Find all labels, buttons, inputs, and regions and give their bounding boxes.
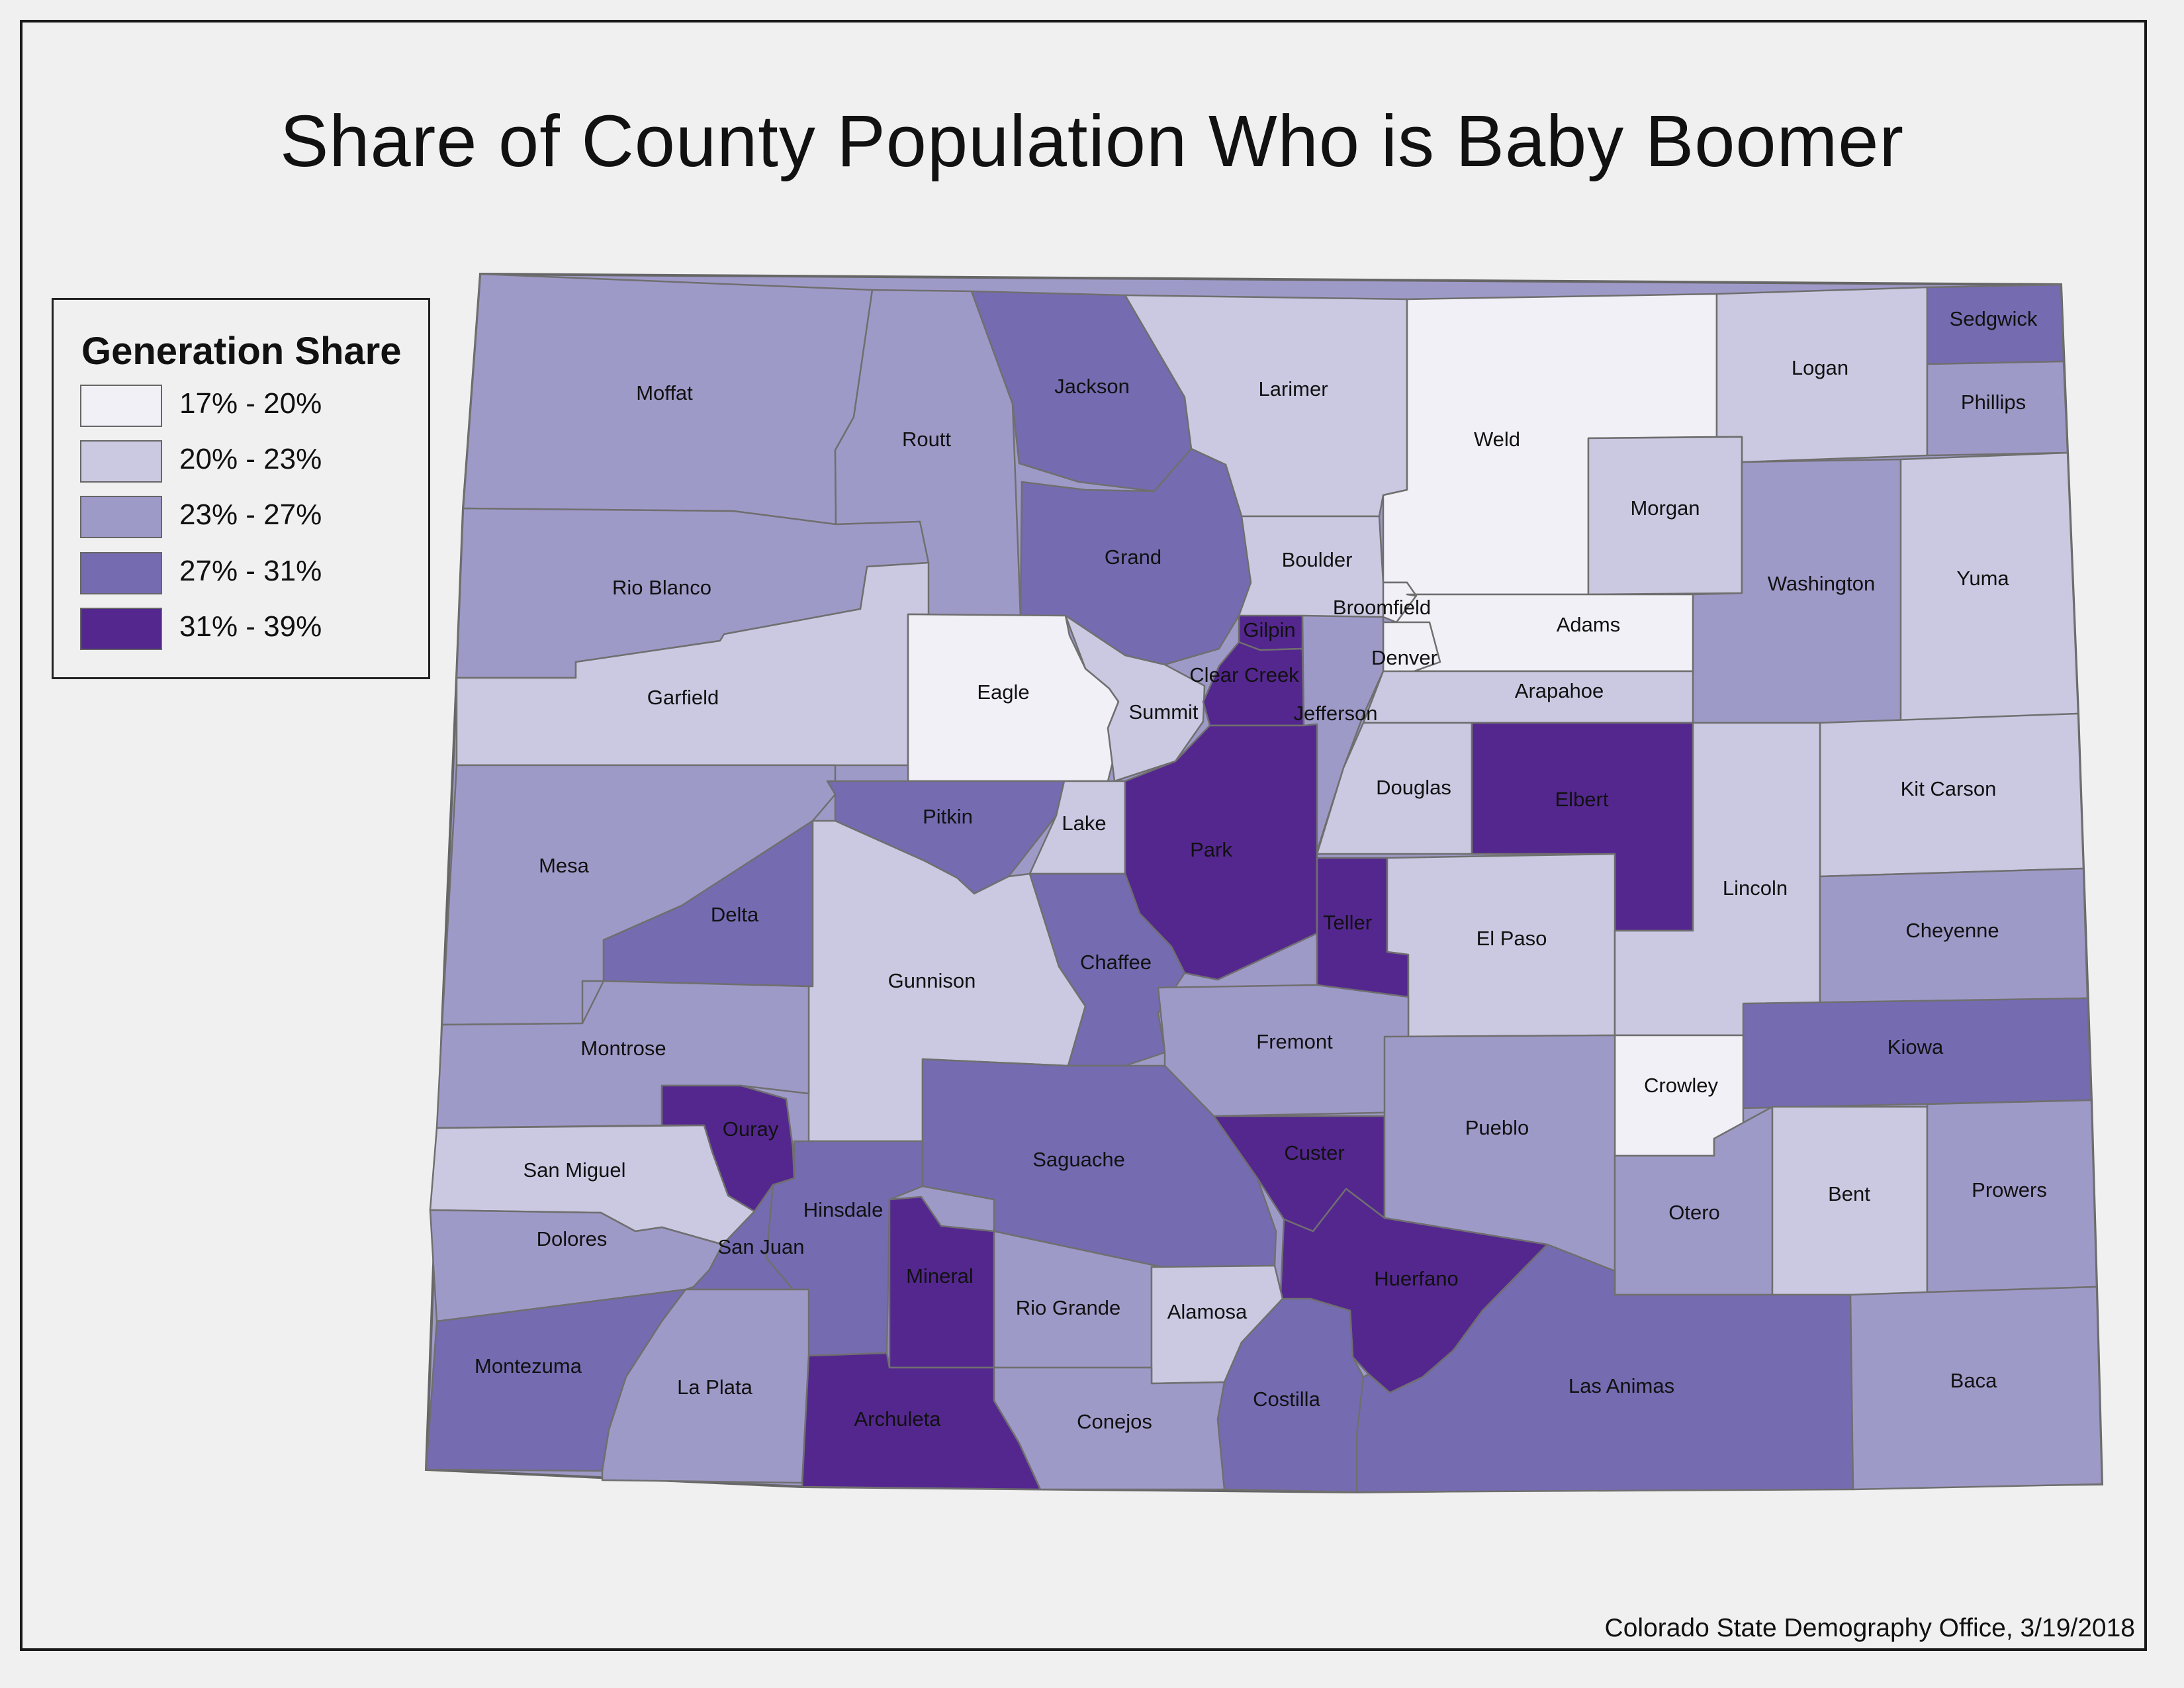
county-label: Arapahoe xyxy=(1515,679,1604,702)
county-label: Grand xyxy=(1105,545,1161,569)
county-label: Gilpin xyxy=(1243,618,1295,641)
county-label: Archuleta xyxy=(854,1407,942,1430)
county-label: Mineral xyxy=(906,1264,974,1288)
county-label: La Plata xyxy=(677,1376,753,1399)
county-label: Elbert xyxy=(1555,788,1609,811)
county-label: Chaffee xyxy=(1080,951,1152,974)
county-las-animas xyxy=(1355,1243,1854,1493)
legend-label: 23% - 27% xyxy=(179,498,322,531)
county-label: Hinsdale xyxy=(803,1198,884,1221)
county-label: Custer xyxy=(1284,1141,1344,1164)
county-label: Yuma xyxy=(1956,567,2009,590)
county-label: Boulder xyxy=(1282,548,1353,571)
county-saguache xyxy=(921,1058,1277,1268)
county-label: Dolores xyxy=(537,1227,608,1250)
county-label: Fremont xyxy=(1256,1030,1333,1053)
county-label: El Paso xyxy=(1477,927,1547,950)
county-label: Kit Carson xyxy=(1901,777,1997,800)
county-label: Clear Creek xyxy=(1189,663,1299,686)
county-label: Summit xyxy=(1128,700,1198,724)
county-label: Montrose xyxy=(580,1037,666,1060)
county-label: Larimer xyxy=(1258,377,1328,400)
county-label: Crowley xyxy=(1644,1074,1718,1097)
county-label: Park xyxy=(1190,838,1232,861)
county-label: Douglas xyxy=(1376,776,1451,799)
county-label: Alamosa xyxy=(1167,1300,1248,1323)
county-label: Lincoln xyxy=(1723,876,1788,900)
legend-swatch xyxy=(80,552,162,594)
county-label: Baca xyxy=(1950,1369,1997,1392)
county-label: Las Animas xyxy=(1569,1374,1674,1397)
county-label: Rio Blanco xyxy=(612,576,711,599)
county-label: Adams xyxy=(1557,613,1620,636)
county-label: Huerfano xyxy=(1374,1267,1459,1290)
county-summit xyxy=(1064,614,1206,782)
county-label: Garfield xyxy=(647,686,719,709)
county-label: Morgan xyxy=(1630,496,1700,520)
county-label: Teller xyxy=(1323,911,1372,934)
county-label: Otero xyxy=(1668,1201,1720,1224)
county-label: Rio Grande xyxy=(1016,1296,1121,1319)
legend-swatch xyxy=(80,385,162,427)
county-label: Lake xyxy=(1062,812,1106,835)
county-label: Broomfield xyxy=(1333,596,1431,619)
county-label: Bent xyxy=(1828,1182,1870,1205)
county-label: Pitkin xyxy=(923,805,973,828)
county-label: Jackson xyxy=(1054,375,1130,398)
legend: Generation Share 17% - 20% 20% - 23% 23%… xyxy=(52,298,430,679)
map-title: Share of County Population Who is Baby B… xyxy=(279,101,1905,182)
county-label: San Miguel xyxy=(523,1158,625,1182)
legend-title: Generation Share xyxy=(81,330,402,373)
county-label: Denver xyxy=(1371,646,1437,669)
legend-swatch xyxy=(80,608,162,650)
legend-label: 20% - 23% xyxy=(179,443,322,475)
county-label: Ouray xyxy=(723,1117,779,1141)
credit-line: Colorado State Demography Office, 3/19/2… xyxy=(1604,1614,2135,1642)
county-label: Pueblo xyxy=(1465,1116,1529,1139)
county-label: Prowers xyxy=(1972,1178,2047,1201)
county-label: Montezuma xyxy=(475,1354,582,1378)
county-label: Routt xyxy=(902,428,951,451)
county-label: Costilla xyxy=(1253,1387,1320,1411)
county-label: Phillips xyxy=(1961,391,2026,414)
county-label: Sedgwick xyxy=(1950,307,2038,330)
legend-label: 27% - 31% xyxy=(179,555,322,587)
legend-label: 17% - 20% xyxy=(179,387,322,420)
county-label: Gunnison xyxy=(888,969,976,992)
county-label: Logan xyxy=(1792,356,1848,379)
county-label: Cheyenne xyxy=(1905,919,1999,942)
county-costilla xyxy=(1216,1297,1365,1493)
county-label: Eagle xyxy=(977,680,1029,704)
legend-swatch xyxy=(80,440,162,483)
county-douglas xyxy=(1316,722,1473,855)
county-label: Washington xyxy=(1768,572,1876,595)
county-label: Mesa xyxy=(539,854,590,877)
county-label: Saguache xyxy=(1032,1148,1125,1171)
county-label: Kiowa xyxy=(1888,1035,1944,1058)
county-label: Weld xyxy=(1474,428,1520,451)
legend-swatch xyxy=(80,496,162,538)
county-label: Jefferson xyxy=(1294,702,1378,725)
county-la-plata xyxy=(601,1288,810,1484)
county-baca xyxy=(1849,1286,2103,1491)
county-label: San Juan xyxy=(718,1235,805,1258)
legend-label: 31% - 39% xyxy=(179,610,322,643)
county-label: Moffat xyxy=(636,381,693,404)
county-label: Conejos xyxy=(1077,1410,1152,1433)
county-label: Delta xyxy=(711,903,759,926)
